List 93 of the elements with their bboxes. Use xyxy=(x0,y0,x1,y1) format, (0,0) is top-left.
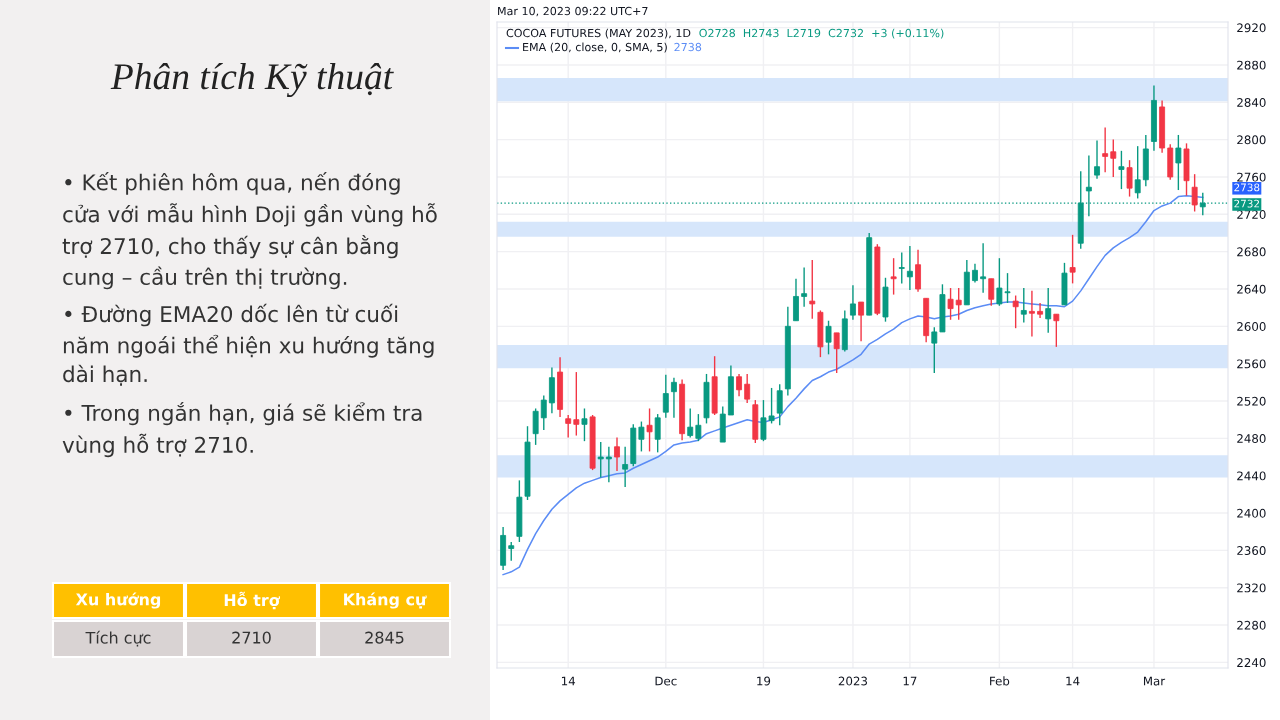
y-tick-label: 2240 xyxy=(1237,658,1266,668)
candlestick xyxy=(858,301,865,342)
y-tick-label: 2600 xyxy=(1237,322,1266,331)
text: • Trong ngắn hạn, giá sẽ kiểm tra vùng hỗ trợ 2710. xyxy=(62,401,422,458)
candlestick xyxy=(1045,287,1052,334)
text: Xu hướng xyxy=(75,592,161,609)
candlestick xyxy=(1191,173,1198,213)
candlestick xyxy=(1134,145,1141,200)
y-tick-label: 2520 xyxy=(1237,396,1266,406)
candlestick xyxy=(906,245,913,291)
candlestick xyxy=(850,284,856,321)
candlestick xyxy=(1020,287,1027,324)
candlestick xyxy=(1037,302,1044,319)
y-tick-label: 2360 xyxy=(1237,546,1266,556)
y-tick-label: 2760 xyxy=(1237,172,1266,182)
candlestick xyxy=(833,332,840,374)
ref-line-label: 2732 xyxy=(1234,199,1260,208)
y-tick-label: 2680 xyxy=(1237,247,1266,257)
candlestick xyxy=(581,407,588,442)
candlestick xyxy=(898,251,905,285)
candlestick xyxy=(1126,159,1133,198)
candlestick xyxy=(890,257,897,296)
y-tick-label: 2560 xyxy=(1237,359,1266,369)
candlestick xyxy=(687,407,694,439)
candlestick xyxy=(931,326,938,374)
candlestick xyxy=(540,394,547,431)
chart-subtitle: Mar 10, 2023 09:22 UTC+7 xyxy=(498,6,648,17)
annotation: 2738 xyxy=(674,42,702,52)
text: 2845 xyxy=(365,631,404,644)
candlestick xyxy=(622,446,629,488)
y-tick-label: 2800 xyxy=(1237,135,1266,145)
candlestick xyxy=(980,242,987,294)
candlestick xyxy=(809,259,816,320)
text: Tích cực xyxy=(85,630,151,647)
legend-label: EMA (20, close, 0, SMA, 5) xyxy=(523,42,667,53)
y-tick-label: 2640 xyxy=(1237,284,1266,294)
x-tick-label: Mar xyxy=(1143,676,1166,686)
x-tick-label: 19 xyxy=(757,676,771,686)
y-tick-label: 2480 xyxy=(1237,434,1266,444)
y-tick-label: 2400 xyxy=(1237,508,1266,518)
text: Hỗ trợ xyxy=(224,591,281,610)
text: 2710 xyxy=(232,631,271,644)
x-tick-label: 14 xyxy=(1066,676,1080,686)
candlestick xyxy=(597,441,604,479)
candlestick xyxy=(695,413,702,442)
candlestick xyxy=(654,413,661,454)
text: 2738 xyxy=(1234,183,1260,192)
candlestick xyxy=(646,407,653,453)
candlestick xyxy=(988,278,995,307)
text: Phân tích Kỹ thuật xyxy=(110,62,394,98)
candlestick xyxy=(972,263,978,284)
candlestick xyxy=(1110,138,1117,178)
y-tick-label: 2880 xyxy=(1237,60,1266,70)
candlestick xyxy=(565,414,572,439)
candlestick xyxy=(801,266,808,308)
candlestick xyxy=(1175,134,1182,191)
y-tick-label: 2720 xyxy=(1237,210,1266,219)
text: • Kết phiên hôm qua, nến đóng cửa với mẫu hình Doji gần vùng hỗ trợ 2710, cho thấy sự cân bằng cung – cầu trên thị trường. xyxy=(62,172,437,290)
candlestick xyxy=(671,376,677,419)
candlestick xyxy=(776,383,783,426)
candlestick xyxy=(1094,139,1100,180)
candlestick xyxy=(825,320,832,356)
candlestick xyxy=(638,420,645,453)
candlestick xyxy=(736,373,742,398)
candlestick xyxy=(1053,313,1060,348)
candlestick xyxy=(662,374,669,419)
y-tick-label: 2440 xyxy=(1237,471,1266,481)
candlestick xyxy=(1012,294,1019,329)
x-tick-label: Feb xyxy=(990,676,1010,686)
candlestick xyxy=(1102,126,1109,173)
candlestick xyxy=(1028,290,1035,338)
candlestick xyxy=(1118,150,1125,190)
y-tick-label: 2840 xyxy=(1237,98,1266,107)
y-tick-label: 2320 xyxy=(1237,583,1266,593)
text: COCOA FUTURES (MAY 2023), 1D xyxy=(506,28,691,39)
y-tick-label: 2280 xyxy=(1237,620,1266,630)
x-tick-label: 2023 xyxy=(838,676,868,686)
candlestick xyxy=(955,287,962,321)
candlestick xyxy=(614,436,620,472)
candlestick xyxy=(947,287,954,321)
y-tick-label: 2920 xyxy=(1237,23,1266,33)
candlestick xyxy=(1069,234,1076,285)
text: • Đường EMA20 dốc lên từ cuối năm ngoái thể hiện xu hướng tăng dài hạn. xyxy=(63,303,434,386)
annotation: O2728 H2743 L2719 C2732 +3 (+0.11%) xyxy=(699,28,944,39)
candlestick xyxy=(532,407,539,446)
text: Kháng cự xyxy=(344,592,427,609)
x-tick-label: Dec xyxy=(655,676,677,686)
candlestick xyxy=(508,541,515,562)
x-tick-label: 17 xyxy=(903,676,917,686)
x-tick-label: 14 xyxy=(561,676,576,686)
candlestick xyxy=(605,446,612,483)
candlestick xyxy=(573,371,580,437)
candlestick xyxy=(744,373,751,404)
